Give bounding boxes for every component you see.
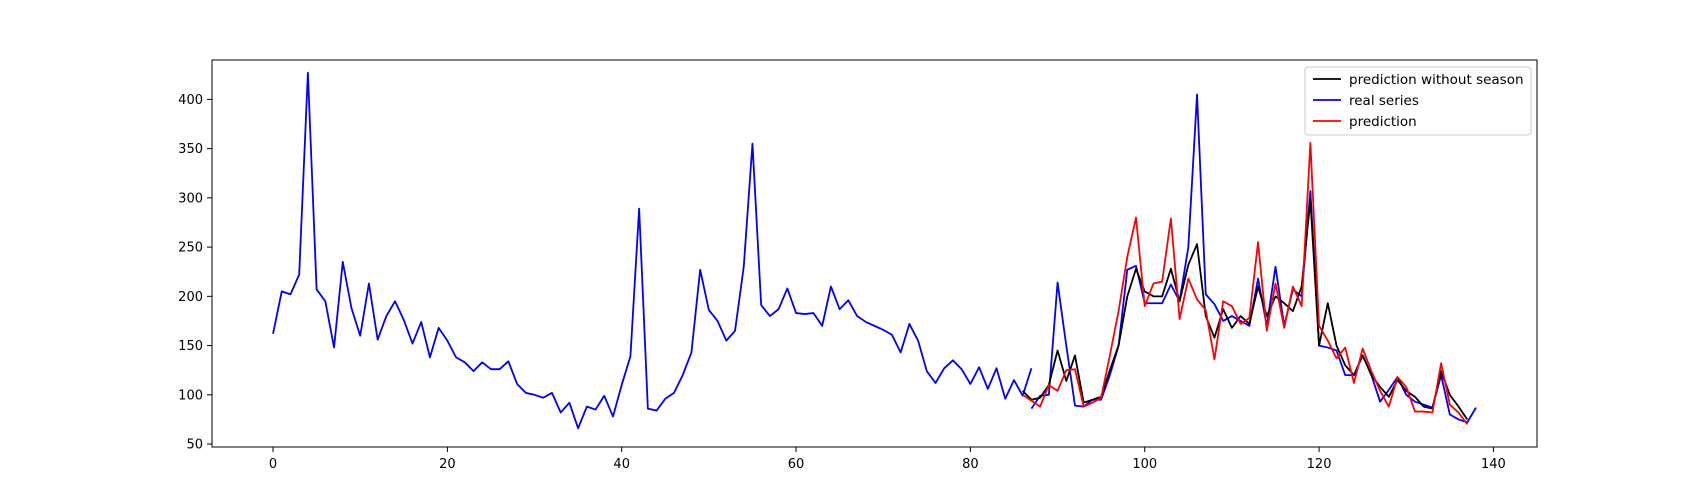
legend: prediction without season real series pred… <box>1304 66 1532 136</box>
series-line-real-series <box>272 71 1033 430</box>
y-axis: 50 100 150 200 250 300 350 400 <box>178 93 212 453</box>
y-tick-label: 200 <box>178 290 203 305</box>
legend-label: prediction <box>1349 114 1417 130</box>
legend-label: real series <box>1349 93 1419 109</box>
y-tick-label: 400 <box>178 93 203 108</box>
x-tick-label: 140 <box>1481 457 1506 472</box>
y-tick-label: 300 <box>178 191 203 206</box>
y-tick-label: 50 <box>186 438 203 453</box>
x-tick-label: 20 <box>439 457 456 472</box>
x-tick-label: 120 <box>1307 457 1332 472</box>
x-tick-label: 40 <box>613 457 630 472</box>
y-tick-label: 150 <box>178 339 203 354</box>
x-tick-label: 80 <box>962 457 979 472</box>
x-axis: 0 20 40 60 80 100 120 140 <box>269 447 1506 472</box>
y-tick-label: 250 <box>178 241 203 256</box>
x-tick-label: 100 <box>1132 457 1157 472</box>
series-layer <box>272 71 1477 430</box>
y-tick-label: 100 <box>178 388 203 403</box>
axes-frame <box>211 59 1538 448</box>
x-tick-label: 0 <box>269 457 277 472</box>
legend-box <box>1304 66 1532 136</box>
legend-label: prediction without season <box>1349 72 1524 88</box>
series-line-prediction <box>1022 141 1468 425</box>
x-tick-label: 60 <box>788 457 805 472</box>
y-tick-label: 350 <box>178 142 203 157</box>
